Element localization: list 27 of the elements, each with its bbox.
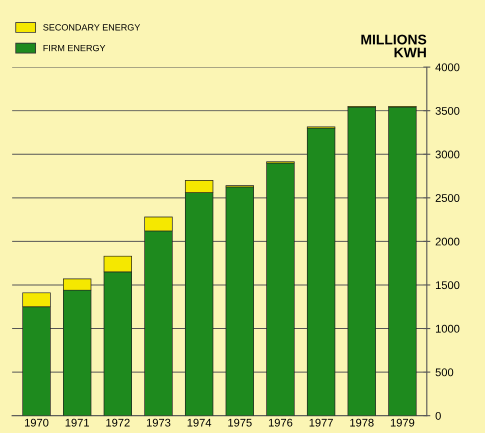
x-tick-label: 1972 — [106, 418, 130, 427]
y-tick-label: 0 — [436, 412, 441, 420]
bar — [306, 128, 336, 416]
x-tick-label: 1971 — [66, 418, 89, 427]
x-tick-label: 1977 — [310, 418, 333, 427]
legend-label: SECONDARY ENERGY — [43, 24, 140, 31]
y-tick-label: 3500 — [436, 106, 460, 115]
x-tick-label: 1979 — [390, 418, 414, 427]
x-tick-label: 1973 — [146, 418, 170, 427]
y-tick-label: 2500 — [436, 194, 460, 202]
x-tick-label: 1978 — [350, 418, 374, 427]
x-tick-label: 1970 — [25, 418, 48, 427]
y-tick-label: 1000 — [436, 324, 460, 333]
x-tick-label: 1975 — [228, 418, 252, 427]
y-tick-label: 4000 — [435, 63, 460, 72]
bar — [388, 106, 417, 416]
y-tick-label: 500 — [436, 368, 454, 376]
bar — [348, 106, 376, 416]
bar — [226, 186, 254, 416]
y-tick-label: 1500 — [436, 281, 460, 290]
y-tick-label: 2000 — [436, 238, 460, 246]
y-tick-label: 3000 — [436, 150, 460, 158]
y-axis-title: MILLIONS KWH — [361, 34, 426, 58]
bar — [266, 162, 295, 416]
legend-label: FIRM ENERGY — [44, 44, 106, 52]
x-tick-label: 1976 — [268, 418, 292, 427]
x-tick-label: 1974 — [188, 418, 212, 427]
